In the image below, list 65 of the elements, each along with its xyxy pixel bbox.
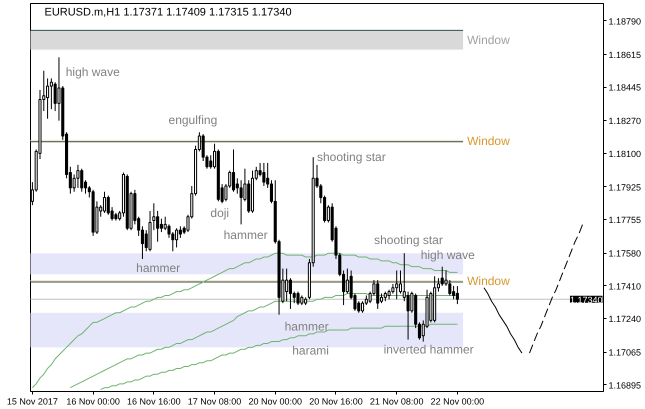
ref-line-label: 1.17340: [570, 294, 603, 305]
annotation: hammer: [284, 319, 329, 334]
band-label: Window: [467, 134, 510, 148]
y-tick-label: 1.17580: [608, 248, 642, 259]
annotation: doji: [210, 206, 230, 220]
candlestick: [167, 224, 171, 238]
candlestick: [76, 164, 80, 188]
y-tick-label: 1.16895: [608, 380, 642, 390]
candlestick: [456, 286, 459, 305]
candlestick: [72, 174, 76, 192]
candlestick: [50, 78, 53, 110]
y-tick-label: 1.17925: [608, 182, 642, 192]
y-tick-label: 1.17240: [608, 314, 642, 324]
candlestick: [448, 280, 452, 296]
band-label: Window: [467, 274, 510, 288]
y-tick-label: 1.18100: [608, 148, 642, 159]
annotation: shooting star: [317, 150, 386, 164]
x-tick-label: 20 Nov 16:00: [309, 396, 363, 406]
y-tick-label: 1.17065: [608, 348, 642, 358]
y-tick-label: 1.18445: [608, 82, 642, 93]
candlestick: [209, 154, 212, 170]
y-tick-label: 1.17410: [608, 281, 642, 292]
candlestick: [160, 218, 163, 233]
candlestick: [240, 180, 243, 225]
line-series: [483, 287, 522, 354]
x-tick-label: 22 Nov 00:00: [430, 396, 484, 406]
candlestick: [80, 168, 84, 192]
y-tick-label: 1.18270: [608, 116, 642, 126]
candlestick: [285, 268, 288, 302]
annotation: shooting star: [374, 233, 443, 248]
candlestick: [376, 280, 380, 310]
candlestick: [388, 289, 391, 300]
x-tick-label: 16 Nov 00:00: [66, 396, 120, 406]
x-tick-label: 16 Nov 16:00: [127, 396, 181, 406]
annotation: high wave: [420, 248, 476, 262]
annotation: engulfing: [168, 112, 218, 127]
y-tick-label: 1.18615: [608, 50, 642, 60]
candlestick: [178, 226, 182, 238]
y-tick-label: 1.18790: [608, 16, 642, 26]
annotation: hammer: [136, 261, 180, 276]
candlestick: [384, 291, 387, 302]
candlestick: [102, 191, 106, 214]
x-tick-label: 15 Nov 2017: [6, 396, 58, 406]
band-label: Window: [467, 32, 510, 47]
annotation: hammer: [224, 228, 268, 242]
candlestick: [232, 148, 236, 192]
candlestick: [300, 294, 304, 306]
annotation: inverted hammer: [384, 342, 474, 356]
candlestick: [395, 270, 398, 300]
x-tick-label: 21 Nov 08:00: [370, 396, 424, 406]
candlestick: [346, 268, 349, 294]
candlestick: [296, 291, 300, 306]
annotation: harami: [292, 343, 329, 358]
y-tick-label: 1.17755: [608, 215, 642, 226]
x-tick-label: 17 Nov 08:00: [188, 396, 242, 406]
candlestick: [152, 202, 156, 231]
candlestick: [288, 278, 292, 310]
candlestick: [175, 228, 178, 248]
candlestick: [262, 162, 266, 186]
annotation: high wave: [66, 64, 120, 79]
chart-title: EURUSD.m,H1 1.17371 1.17409 1.17315 1.17340: [44, 6, 292, 18]
x-tick-label: 20 Nov 00:00: [248, 396, 302, 406]
candlestick: [54, 82, 57, 112]
candlestick: [360, 300, 364, 314]
candlestick: [398, 270, 402, 294]
